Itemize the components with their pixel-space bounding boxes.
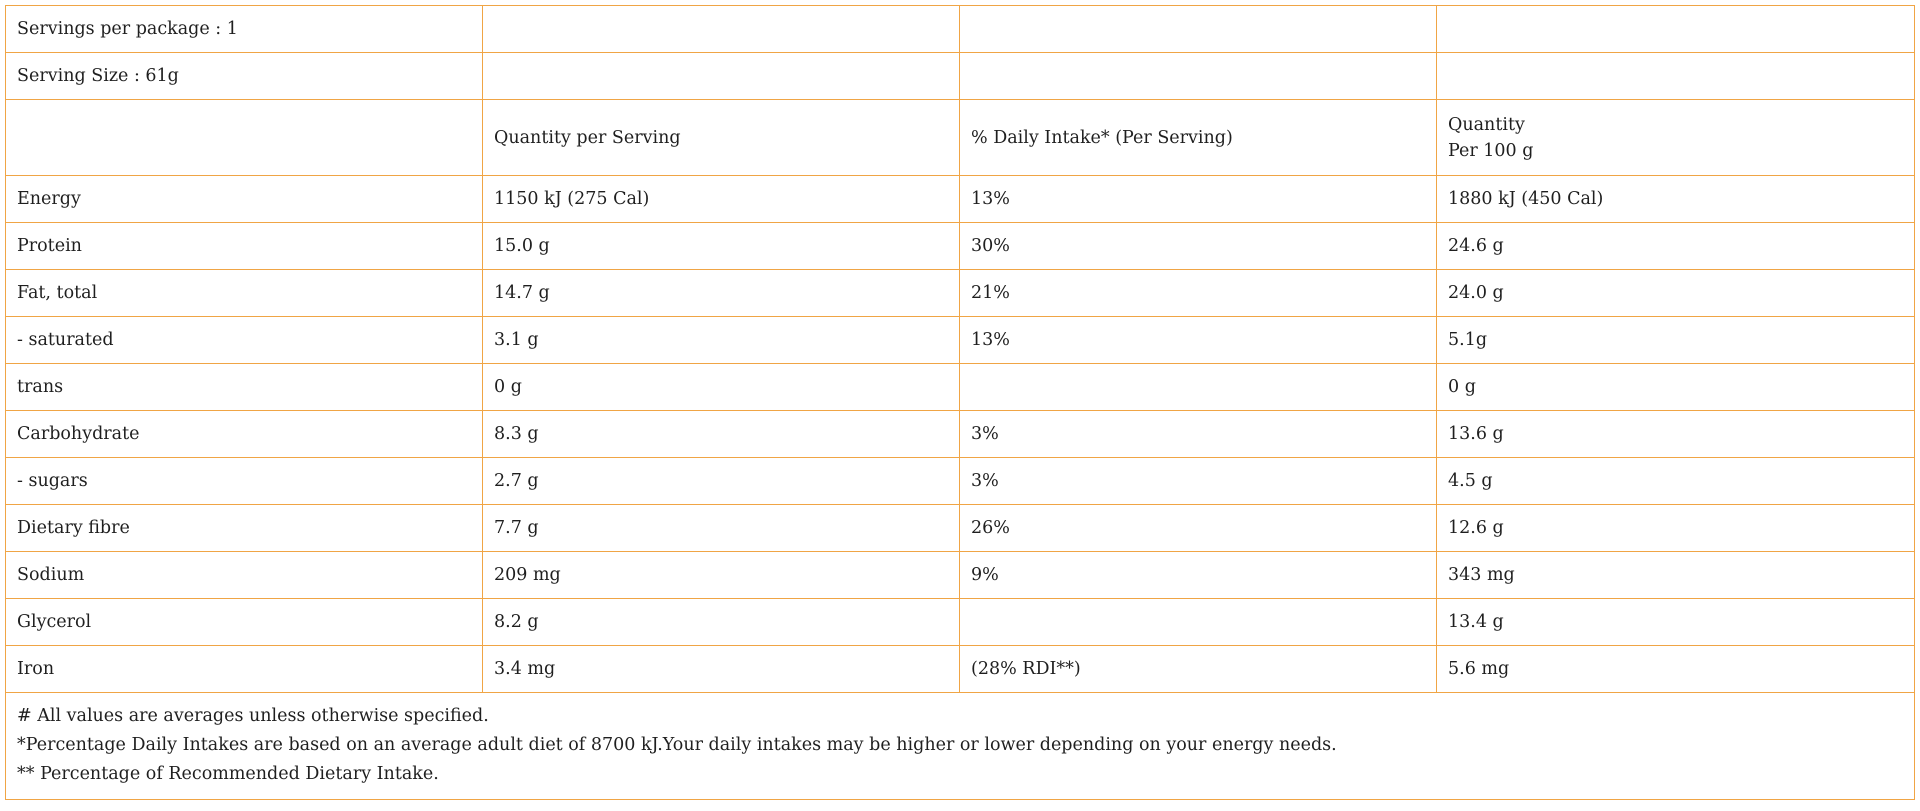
header-quantity-per-serving: Quantity per Serving: [482, 99, 960, 176]
quantity-per-serving: 0 g: [482, 363, 960, 411]
nutrient-name: Carbohydrate: [5, 410, 483, 458]
servings-per-package-row: Servings per package : 1: [5, 5, 1915, 53]
quantity-per-serving: 14.7 g: [482, 269, 960, 317]
nutrient-name: Glycerol: [5, 598, 483, 646]
table-row: - sugars 2.7 g 3% 4.5 g: [5, 457, 1915, 505]
header-quantity-line1: Quantity: [1448, 114, 1525, 135]
empty-cell: [959, 52, 1437, 100]
column-header-row: Quantity per Serving % Daily Intake* (Pe…: [5, 99, 1915, 176]
daily-intake: 13%: [959, 316, 1437, 364]
daily-intake: 30%: [959, 222, 1437, 270]
daily-intake: [959, 598, 1437, 646]
serving-size: Serving Size : 61g: [5, 52, 483, 100]
daily-intake: [959, 363, 1437, 411]
empty-cell: [959, 5, 1437, 53]
daily-intake: 26%: [959, 504, 1437, 552]
nutrient-name: - saturated: [5, 316, 483, 364]
servings-per-package: Servings per package : 1: [5, 5, 483, 53]
table-row: Protein 15.0 g 30% 24.6 g: [5, 222, 1915, 270]
table-row: Glycerol 8.2 g 13.4 g: [5, 598, 1915, 646]
quantity-per-serving: 8.3 g: [482, 410, 960, 458]
quantity-per-100g: 1880 kJ (450 Cal): [1436, 175, 1915, 223]
quantity-per-serving: 209 mg: [482, 551, 960, 599]
table-row: Dietary fibre 7.7 g 26% 12.6 g: [5, 504, 1915, 552]
daily-intake: (28% RDI**): [959, 645, 1437, 693]
table-row: - saturated 3.1 g 13% 5.1g: [5, 316, 1915, 364]
nutrient-name: Energy: [5, 175, 483, 223]
nutrition-panel: Servings per package : 1 Serving Size : …: [5, 5, 1915, 800]
quantity-per-serving: 3.4 mg: [482, 645, 960, 693]
nutrient-name: Sodium: [5, 551, 483, 599]
quantity-per-serving: 7.7 g: [482, 504, 960, 552]
quantity-per-100g: 5.6 mg: [1436, 645, 1915, 693]
nutrient-name: - sugars: [5, 457, 483, 505]
quantity-per-100g: 0 g: [1436, 363, 1915, 411]
quantity-per-serving: 15.0 g: [482, 222, 960, 270]
quantity-per-100g: 13.4 g: [1436, 598, 1915, 646]
quantity-per-100g: 343 mg: [1436, 551, 1915, 599]
header-quantity-per-100g: Quantity Per 100 g: [1436, 99, 1915, 176]
nutrient-name: Iron: [5, 645, 483, 693]
empty-cell: [482, 52, 960, 100]
table-row: Fat, total 14.7 g 21% 24.0 g: [5, 269, 1915, 317]
nutrient-name: Dietary fibre: [5, 504, 483, 552]
nutrition-table: Servings per package : 1 Serving Size : …: [5, 5, 1915, 693]
quantity-per-100g: 5.1g: [1436, 316, 1915, 364]
footnote-averages: # All values are averages unless otherwi…: [17, 706, 489, 726]
serving-size-row: Serving Size : 61g: [5, 52, 1915, 100]
nutrient-name: trans: [5, 363, 483, 411]
empty-cell: [482, 5, 960, 53]
empty-cell: [1436, 5, 1915, 53]
nutrient-rows: Energy 1150 kJ (275 Cal) 13% 1880 kJ (450 C…: [5, 175, 1915, 693]
table-row: Sodium 209 mg 9% 343 mg: [5, 551, 1915, 599]
header-quantity-line2: Per 100 g: [1448, 140, 1534, 161]
quantity-per-serving: 2.7 g: [482, 457, 960, 505]
daily-intake: 3%: [959, 457, 1437, 505]
quantity-per-serving: 3.1 g: [482, 316, 960, 364]
nutrient-name: Protein: [5, 222, 483, 270]
quantity-per-100g: 24.6 g: [1436, 222, 1915, 270]
footnotes: # All values are averages unless otherwi…: [5, 693, 1915, 800]
footnote-daily-intake: *Percentage Daily Intakes are based on a…: [17, 735, 1337, 755]
quantity-per-serving: 1150 kJ (275 Cal): [482, 175, 960, 223]
header-daily-intake: % Daily Intake* (Per Serving): [959, 99, 1437, 176]
quantity-per-100g: 24.0 g: [1436, 269, 1915, 317]
daily-intake: 3%: [959, 410, 1437, 458]
quantity-per-100g: 4.5 g: [1436, 457, 1915, 505]
table-row: Iron 3.4 mg (28% RDI**) 5.6 mg: [5, 645, 1915, 693]
empty-cell: [1436, 52, 1915, 100]
quantity-per-100g: 12.6 g: [1436, 504, 1915, 552]
footnote-rdi: ** Percentage of Recommended Dietary Int…: [17, 764, 439, 784]
table-row: Energy 1150 kJ (275 Cal) 13% 1880 kJ (450 C…: [5, 175, 1915, 223]
daily-intake: 13%: [959, 175, 1437, 223]
quantity-per-serving: 8.2 g: [482, 598, 960, 646]
table-row: Carbohydrate 8.3 g 3% 13.6 g: [5, 410, 1915, 458]
daily-intake: 21%: [959, 269, 1437, 317]
daily-intake: 9%: [959, 551, 1437, 599]
nutrient-name: Fat, total: [5, 269, 483, 317]
quantity-per-100g: 13.6 g: [1436, 410, 1915, 458]
header-nutrient: [5, 99, 483, 176]
